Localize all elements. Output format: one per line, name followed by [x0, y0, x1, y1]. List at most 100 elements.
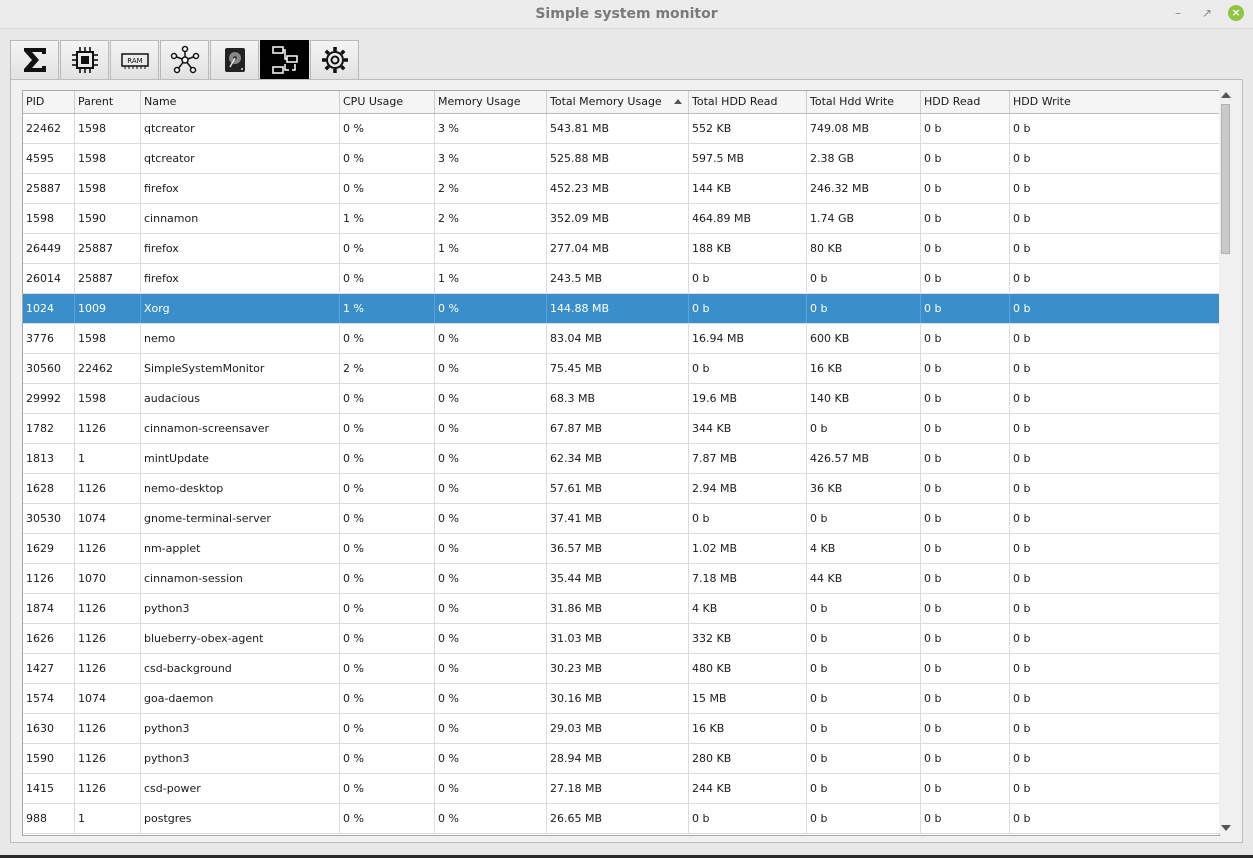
column-header-total-memory-usage[interactable]: Total Memory Usage	[547, 91, 689, 113]
table-row[interactable]: 4595 1598 qtcreator 0 % 3 % 525.88 MB 597.5 MB…	[23, 144, 1219, 174]
cell-total-memory-usage: 37.41 MB	[547, 504, 689, 533]
maximize-button[interactable]: ↗	[1201, 6, 1213, 20]
table-row[interactable]: 1427 1126 csd-background 0 % 0 % 30.23 MB 480 …	[23, 654, 1219, 684]
close-button[interactable]: ×	[1228, 5, 1244, 21]
table-row[interactable]: 30530 1074 gnome-terminal-server 0 % 0 % 37.4…	[23, 504, 1219, 534]
table-header: PID Parent Name CPU Usage Memory Usage T…	[23, 91, 1219, 114]
column-header-total-hdd-read[interactable]: Total HDD Read	[689, 91, 807, 113]
column-header-cpu-usage[interactable]: CPU Usage	[340, 91, 435, 113]
summary-tab[interactable]	[10, 40, 59, 79]
cell-total-hdd-write: 0 b	[807, 294, 921, 323]
column-header-hdd-write[interactable]: HDD Write	[1013, 95, 1071, 108]
disk-tab[interactable]	[210, 40, 259, 79]
cell-total-memory-usage: 68.3 MB	[547, 384, 689, 413]
cell-name: python3	[141, 714, 340, 743]
cell-total-memory-usage: 57.61 MB	[547, 474, 689, 503]
cell-pid: 1874	[23, 594, 75, 623]
cell-name: python3	[141, 744, 340, 773]
cell-memory-usage: 0 %	[435, 594, 547, 623]
table-row[interactable]: 1574 1074 goa-daemon 0 % 0 % 30.16 MB 15 MB 0 b…	[23, 684, 1219, 714]
cell-hdd-write: 0 b	[1013, 782, 1031, 795]
cell-total-hdd-write: 44 KB	[807, 564, 921, 593]
table-row[interactable]: 22462 1598 qtcreator 0 % 3 % 543.81 MB 552 KB 7…	[23, 114, 1219, 144]
table-row[interactable]: 29992 1598 audacious 0 % 0 % 68.3 MB 19.6 MB 14…	[23, 384, 1219, 414]
cell-name: cinnamon-screensaver	[141, 414, 340, 443]
minimize-button[interactable]: –	[1175, 6, 1181, 20]
cell-total-hdd-read: 464.89 MB	[689, 204, 807, 233]
cell-parent: 1074	[75, 684, 141, 713]
cell-total-memory-usage: 28.94 MB	[547, 744, 689, 773]
cell-total-hdd-read: 2.94 MB	[689, 474, 807, 503]
cell-hdd-write: 0 b	[1013, 302, 1031, 315]
network-tab[interactable]	[160, 40, 209, 79]
cell-total-memory-usage: 525.88 MB	[547, 144, 689, 173]
cell-name: firefox	[141, 234, 340, 263]
cell-total-hdd-write: 0 b	[807, 654, 921, 683]
table-row[interactable]: 1126 1070 cinnamon-session 0 % 0 % 35.44 MB 7.…	[23, 564, 1219, 594]
column-header-total-hdd-write[interactable]: Total Hdd Write	[807, 91, 921, 113]
cell-hdd-read: 0 b	[921, 504, 1010, 533]
scroll-down-arrow-icon[interactable]	[1221, 825, 1231, 831]
cell-hdd-read: 0 b	[921, 684, 1010, 713]
scrollbar-thumb[interactable]	[1221, 104, 1230, 254]
table-row[interactable]: 30560 22462 SimpleSystemMonitor 2 % 0 % 75.45…	[23, 354, 1219, 384]
cell-total-memory-usage: 29.03 MB	[547, 714, 689, 743]
cell-hdd-read: 0 b	[921, 474, 1010, 503]
table-row[interactable]: 1415 1126 csd-power 0 % 0 % 27.18 MB 244 KB 0 b…	[23, 774, 1219, 804]
cell-hdd-write: 0 b	[1013, 692, 1031, 705]
cell-total-memory-usage: 543.81 MB	[547, 114, 689, 143]
cell-parent: 1126	[75, 714, 141, 743]
cell-total-hdd-write: 0 b	[807, 744, 921, 773]
table-row[interactable]: 26449 25887 firefox 0 % 1 % 277.04 MB 188 KB 80…	[23, 234, 1219, 264]
cell-hdd-write: 0 b	[1013, 272, 1031, 285]
cell-total-hdd-write: 0 b	[807, 714, 921, 743]
cell-cpu-usage: 0 %	[340, 594, 435, 623]
vertical-scrollbar[interactable]	[1219, 90, 1233, 834]
column-header-name[interactable]: Name	[141, 91, 340, 113]
column-header-hdd-read[interactable]: HDD Read	[921, 91, 1010, 113]
settings-tab[interactable]	[310, 40, 359, 79]
column-header-pid[interactable]: PID	[23, 91, 75, 113]
processes-panel: PID Parent Name CPU Usage Memory Usage T…	[10, 79, 1243, 843]
cell-parent: 1126	[75, 594, 141, 623]
cell-parent: 1126	[75, 474, 141, 503]
ram-tab[interactable]: RAM	[110, 40, 159, 79]
cell-cpu-usage: 0 %	[340, 534, 435, 563]
table-row[interactable]: 25887 1598 firefox 0 % 2 % 452.23 MB 144 KB 246…	[23, 174, 1219, 204]
cell-total-hdd-write: 0 b	[807, 804, 921, 833]
cell-hdd-write: 0 b	[1013, 392, 1031, 405]
cell-parent: 1126	[75, 654, 141, 683]
scroll-up-arrow-icon[interactable]	[1221, 92, 1231, 98]
cell-total-memory-usage: 62.34 MB	[547, 444, 689, 473]
cell-total-memory-usage: 352.09 MB	[547, 204, 689, 233]
cell-hdd-read: 0 b	[921, 744, 1010, 773]
ram-label: RAM	[127, 57, 142, 65]
cell-cpu-usage: 1 %	[340, 294, 435, 323]
cell-total-memory-usage: 27.18 MB	[547, 774, 689, 803]
cell-memory-usage: 0 %	[435, 504, 547, 533]
table-row[interactable]: 1598 1590 cinnamon 1 % 2 % 352.09 MB 464.89 MB…	[23, 204, 1219, 234]
cell-hdd-read: 0 b	[921, 654, 1010, 683]
table-row[interactable]: 1628 1126 nemo-desktop 0 % 0 % 57.61 MB 2.94 M…	[23, 474, 1219, 504]
column-header-memory-usage[interactable]: Memory Usage	[435, 91, 547, 113]
cell-memory-usage: 0 %	[435, 384, 547, 413]
cell-total-hdd-read: 244 KB	[689, 774, 807, 803]
cpu-tab[interactable]	[60, 40, 109, 79]
table-row[interactable]: 1782 1126 cinnamon-screensaver 0 % 0 % 67.87 …	[23, 414, 1219, 444]
cell-cpu-usage: 0 %	[340, 804, 435, 833]
cell-hdd-write: 0 b	[1013, 122, 1031, 135]
table-row[interactable]: 3776 1598 nemo 0 % 0 % 83.04 MB 16.94 MB 600 KB…	[23, 324, 1219, 354]
column-header-parent[interactable]: Parent	[75, 91, 141, 113]
processes-tab[interactable]	[260, 40, 309, 79]
table-row[interactable]: 1813 1 mintUpdate 0 % 0 % 62.34 MB 7.87 MB 426.…	[23, 444, 1219, 474]
table-row[interactable]: 1629 1126 nm-applet 0 % 0 % 36.57 MB 1.02 MB 4 …	[23, 534, 1219, 564]
cell-total-memory-usage: 452.23 MB	[547, 174, 689, 203]
table-row[interactable]: 1626 1126 blueberry-obex-agent 0 % 0 % 31.03 …	[23, 624, 1219, 654]
cell-hdd-read: 0 b	[921, 384, 1010, 413]
